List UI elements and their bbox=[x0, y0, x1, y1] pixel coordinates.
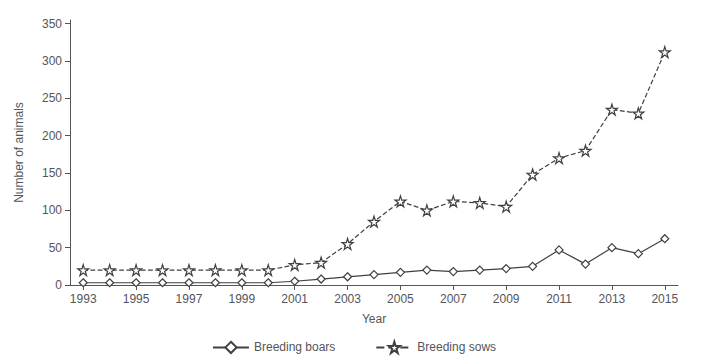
svg-text:2001: 2001 bbox=[281, 292, 308, 306]
svg-text:0: 0 bbox=[55, 278, 62, 292]
svg-text:2013: 2013 bbox=[599, 292, 626, 306]
svg-text:1993: 1993 bbox=[70, 292, 97, 306]
svg-text:2009: 2009 bbox=[493, 292, 520, 306]
svg-text:2015: 2015 bbox=[651, 292, 678, 306]
svg-text:300: 300 bbox=[42, 54, 62, 68]
svg-text:2005: 2005 bbox=[387, 292, 414, 306]
svg-text:150: 150 bbox=[42, 166, 62, 180]
svg-text:250: 250 bbox=[42, 91, 62, 105]
svg-text:350: 350 bbox=[42, 17, 62, 31]
svg-text:1997: 1997 bbox=[176, 292, 203, 306]
svg-text:100: 100 bbox=[42, 203, 62, 217]
svg-text:Breeding boars: Breeding boars bbox=[254, 340, 335, 354]
svg-text:1999: 1999 bbox=[228, 292, 255, 306]
svg-text:1995: 1995 bbox=[123, 292, 150, 306]
svg-text:Number of animals: Number of animals bbox=[12, 102, 26, 203]
svg-text:200: 200 bbox=[42, 129, 62, 143]
svg-text:2007: 2007 bbox=[440, 292, 467, 306]
svg-text:50: 50 bbox=[49, 241, 63, 255]
svg-text:2011: 2011 bbox=[546, 292, 572, 306]
svg-text:Year: Year bbox=[362, 312, 386, 326]
svg-text:Breeding sows: Breeding sows bbox=[417, 340, 496, 354]
svg-text:2003: 2003 bbox=[334, 292, 361, 306]
